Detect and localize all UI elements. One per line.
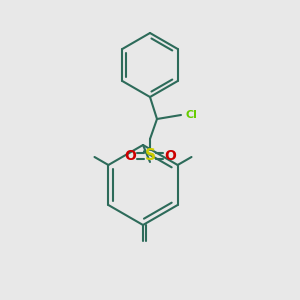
Text: Cl: Cl: [185, 110, 197, 120]
Text: O: O: [164, 149, 176, 163]
Text: S: S: [145, 148, 155, 164]
Text: O: O: [124, 149, 136, 163]
